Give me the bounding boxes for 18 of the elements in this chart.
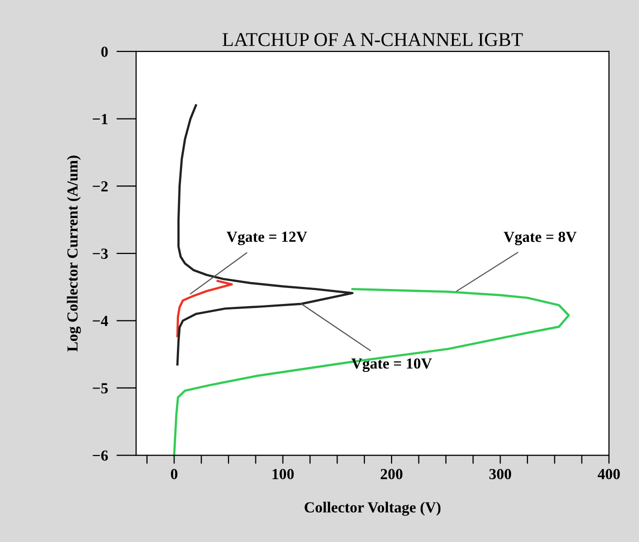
y-tick-label: −2	[92, 181, 108, 192]
x-tick-label: 100	[272, 468, 294, 480]
annotation: Vgate = 10V	[351, 358, 432, 372]
x-tick-label: 0	[170, 468, 178, 480]
x-tick-label: 400	[598, 468, 620, 480]
y-tick-label: −3	[92, 248, 108, 259]
y-tick-label: −5	[92, 383, 108, 394]
y-axis-title: Log Collector Current (A/um)	[66, 156, 81, 352]
y-tick-label: −1	[92, 114, 108, 124]
y-tick-label: 0	[101, 46, 108, 57]
y-tick-label: −6	[92, 450, 108, 461]
chart-title: LATCHUP OF A N-CHANNEL IGBT	[222, 33, 523, 46]
annotation: Vgate = 8V	[504, 232, 577, 246]
x-axis-title: Collector Voltage (V)	[304, 502, 440, 516]
x-tick-label: 300	[489, 468, 512, 480]
annotation: Vgate = 12V	[226, 232, 308, 246]
y-tick-label: −4	[92, 316, 108, 326]
x-tick-label: 200	[380, 468, 402, 480]
